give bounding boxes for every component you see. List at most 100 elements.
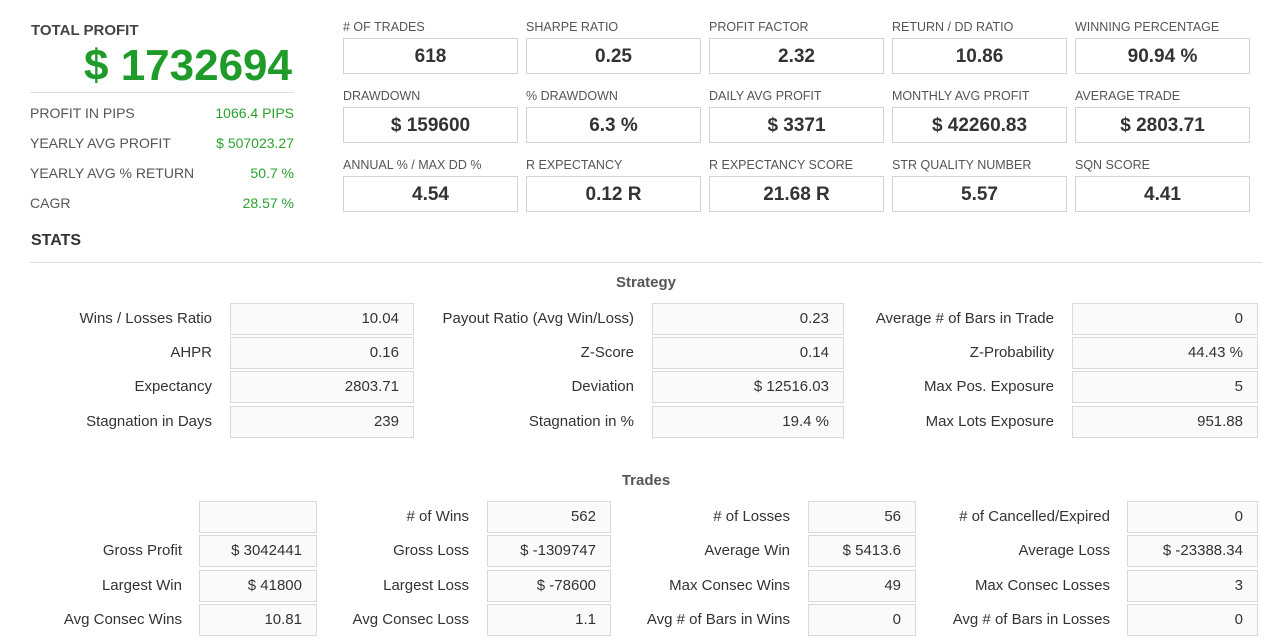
stat-label: Max Consec Wins xyxy=(669,577,790,594)
metric-label: % DRAWDOWN xyxy=(526,89,618,103)
stat-value: 2803.71 xyxy=(230,371,414,403)
stat-label: Avg Consec Loss xyxy=(352,611,469,628)
stat-value: 3 xyxy=(1127,570,1258,602)
stat-value: $ 3042441 xyxy=(199,535,317,567)
summary-row-cagr: CAGR 28.57 % xyxy=(30,189,294,217)
stat-label: # of Cancelled/Expired xyxy=(959,508,1110,525)
stat-value xyxy=(199,501,317,533)
stat-label: Largest Win xyxy=(101,577,182,594)
metric-value: 618 xyxy=(343,38,518,74)
metric-value: 0.12 R xyxy=(526,176,701,212)
stat-value: 562 xyxy=(487,501,611,533)
metric-label: STR QUALITY NUMBER xyxy=(892,158,1032,172)
trades-title: Trades xyxy=(621,472,671,489)
stat-label: Expectancy xyxy=(134,378,212,395)
stats-divider xyxy=(30,262,1262,263)
metric-label: WINNING PERCENTAGE xyxy=(1075,20,1220,34)
stat-value: $ 5413.6 xyxy=(808,535,916,567)
stat-value: 0.23 xyxy=(652,303,844,335)
stat-value: 56 xyxy=(808,501,916,533)
summary-value: 1066.4 PIPS xyxy=(215,105,294,121)
metric-label: R EXPECTANCY SCORE xyxy=(709,158,854,172)
stat-value: 0 xyxy=(1127,604,1258,636)
summary-label: YEARLY AVG PROFIT xyxy=(30,135,171,151)
stat-label: Average Win xyxy=(704,542,790,559)
stat-label: Average # of Bars in Trade xyxy=(875,310,1054,327)
metric-value: 90.94 % xyxy=(1075,38,1250,74)
metric-label: DAILY AVG PROFIT xyxy=(709,89,822,103)
summary-label: CAGR xyxy=(30,195,71,211)
stat-label: # of Wins xyxy=(406,508,469,525)
metric-value: 5.57 xyxy=(892,176,1067,212)
stat-value: $ 12516.03 xyxy=(652,371,844,403)
stat-label: Avg # of Bars in Wins xyxy=(646,611,790,628)
stat-label: Deviation xyxy=(571,378,634,395)
summary-label: PROFIT IN PIPS xyxy=(30,105,135,121)
metric-value: 6.3 % xyxy=(526,107,701,143)
total-profit-value: $ 1732694 xyxy=(84,41,292,90)
stat-label: Average Loss xyxy=(1018,542,1110,559)
summary-value: $ 507023.27 xyxy=(216,135,294,151)
stat-label: Gross Profit xyxy=(102,542,182,559)
stat-value: $ -1309747 xyxy=(487,535,611,567)
stat-value: 0 xyxy=(808,604,916,636)
stat-label: Max Pos. Exposure xyxy=(923,378,1054,395)
stat-value: $ -78600 xyxy=(487,570,611,602)
metric-value: $ 42260.83 xyxy=(892,107,1067,143)
summary-row-yearly-avg-return: YEARLY AVG % RETURN 50.7 % xyxy=(30,159,294,187)
metric-value: 21.68 R xyxy=(709,176,884,212)
stats-title: STATS xyxy=(31,232,82,249)
summary-value: 50.7 % xyxy=(250,165,294,181)
metric-label: # OF TRADES xyxy=(343,20,425,34)
stat-label: Stagnation in Days xyxy=(86,413,212,430)
metric-value: $ 3371 xyxy=(709,107,884,143)
metric-label: RETURN / DD RATIO xyxy=(892,20,1014,34)
metric-value: 0.25 xyxy=(526,38,701,74)
metric-value: 4.54 xyxy=(343,176,518,212)
stat-value: 0 xyxy=(1127,501,1258,533)
stat-label: Largest Loss xyxy=(383,577,469,594)
stat-value: 19.4 % xyxy=(652,406,844,438)
stat-label: Stagnation in % xyxy=(528,413,634,430)
summary-row-yearly-avg-profit: YEARLY AVG PROFIT $ 507023.27 xyxy=(30,129,294,157)
metric-label: DRAWDOWN xyxy=(343,89,421,103)
summary-row-profit-pips: PROFIT IN PIPS 1066.4 PIPS xyxy=(30,99,294,127)
metric-value: $ 159600 xyxy=(343,107,518,143)
metric-label: ANNUAL % / MAX DD % xyxy=(343,158,482,172)
metric-label: R EXPECTANCY xyxy=(526,158,623,172)
metric-value: 10.86 xyxy=(892,38,1067,74)
stat-value: 10.04 xyxy=(230,303,414,335)
metric-label: SQN SCORE xyxy=(1075,158,1151,172)
stat-value: 239 xyxy=(230,406,414,438)
summary-label: YEARLY AVG % RETURN xyxy=(30,165,195,181)
metric-label: PROFIT FACTOR xyxy=(709,20,809,34)
stat-value: $ 41800 xyxy=(199,570,317,602)
stat-value: 1.1 xyxy=(487,604,611,636)
stat-label: Payout Ratio (Avg Win/Loss) xyxy=(442,310,634,327)
stat-label: Avg # of Bars in Losses xyxy=(952,611,1110,628)
stat-value: 5 xyxy=(1072,371,1258,403)
metric-value: 2.32 xyxy=(709,38,884,74)
metric-label: MONTHLY AVG PROFIT xyxy=(892,89,1030,103)
total-profit-label: TOTAL PROFIT xyxy=(31,22,139,39)
stat-label: Max Lots Exposure xyxy=(925,413,1054,430)
stat-value: 44.43 % xyxy=(1072,337,1258,369)
stat-value: 0.14 xyxy=(652,337,844,369)
strategy-title: Strategy xyxy=(615,274,677,291)
stat-label xyxy=(10,501,182,533)
stat-label: Z-Score xyxy=(580,344,634,361)
stat-value: 0.16 xyxy=(230,337,414,369)
stat-value: 49 xyxy=(808,570,916,602)
stat-label: AHPR xyxy=(170,344,212,361)
stat-label: Gross Loss xyxy=(393,542,469,559)
stat-value: 0 xyxy=(1072,303,1258,335)
metric-label: AVERAGE TRADE xyxy=(1075,89,1181,103)
stat-label: Z-Probability xyxy=(969,344,1054,361)
metric-label: SHARPE RATIO xyxy=(526,20,619,34)
metric-value: 4.41 xyxy=(1075,176,1250,212)
metric-value: $ 2803.71 xyxy=(1075,107,1250,143)
stat-label: Max Consec Losses xyxy=(974,577,1110,594)
summary-divider xyxy=(30,92,294,93)
stat-value: 951.88 xyxy=(1072,406,1258,438)
stat-label: Avg Consec Wins xyxy=(63,611,182,628)
